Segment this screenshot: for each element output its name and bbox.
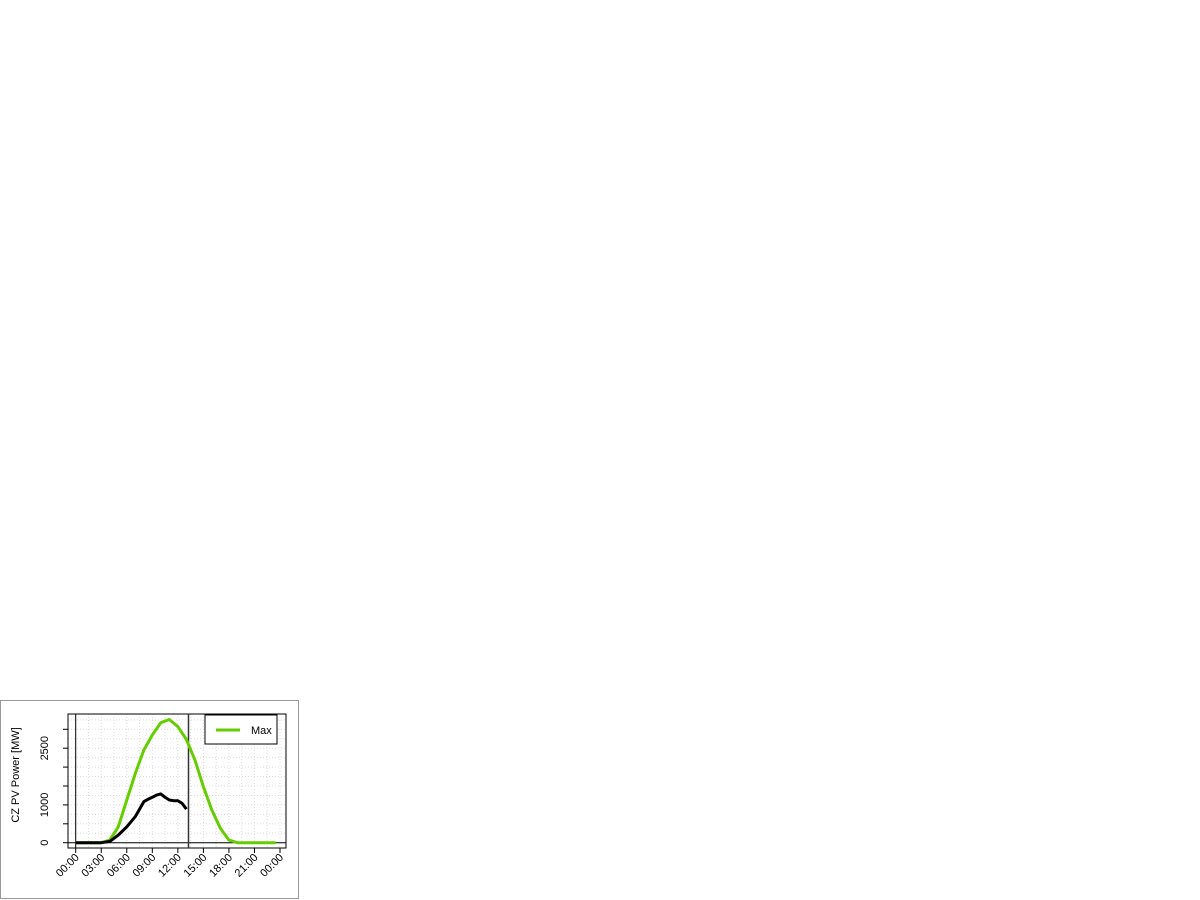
x-tick-label: 12:00 xyxy=(156,852,184,880)
x-tick-label: 06:00 xyxy=(105,852,133,880)
y-tick-label: 2500 xyxy=(39,736,51,760)
legend-label-max: Max xyxy=(251,725,272,737)
x-tick-label: 00:00 xyxy=(258,852,286,880)
y-tick-label: 1000 xyxy=(39,793,51,817)
series-actual-line xyxy=(75,792,188,845)
y-axis-label: CZ PV Power [MW] xyxy=(10,727,22,822)
x-tick-label: 15:00 xyxy=(182,852,210,880)
x-tick-label: 00:00 xyxy=(54,852,82,880)
x-tick-label: 18:00 xyxy=(207,852,235,880)
x-tick-label: 09:00 xyxy=(130,852,158,880)
series-lines xyxy=(75,718,276,845)
y-tick-label: 0 xyxy=(39,840,51,846)
chart-frame xyxy=(0,700,299,899)
x-tick-label: 21:00 xyxy=(233,852,261,880)
x-tick-label: 03:00 xyxy=(79,852,107,880)
legend: Max xyxy=(204,714,278,745)
plot-box xyxy=(67,713,287,849)
